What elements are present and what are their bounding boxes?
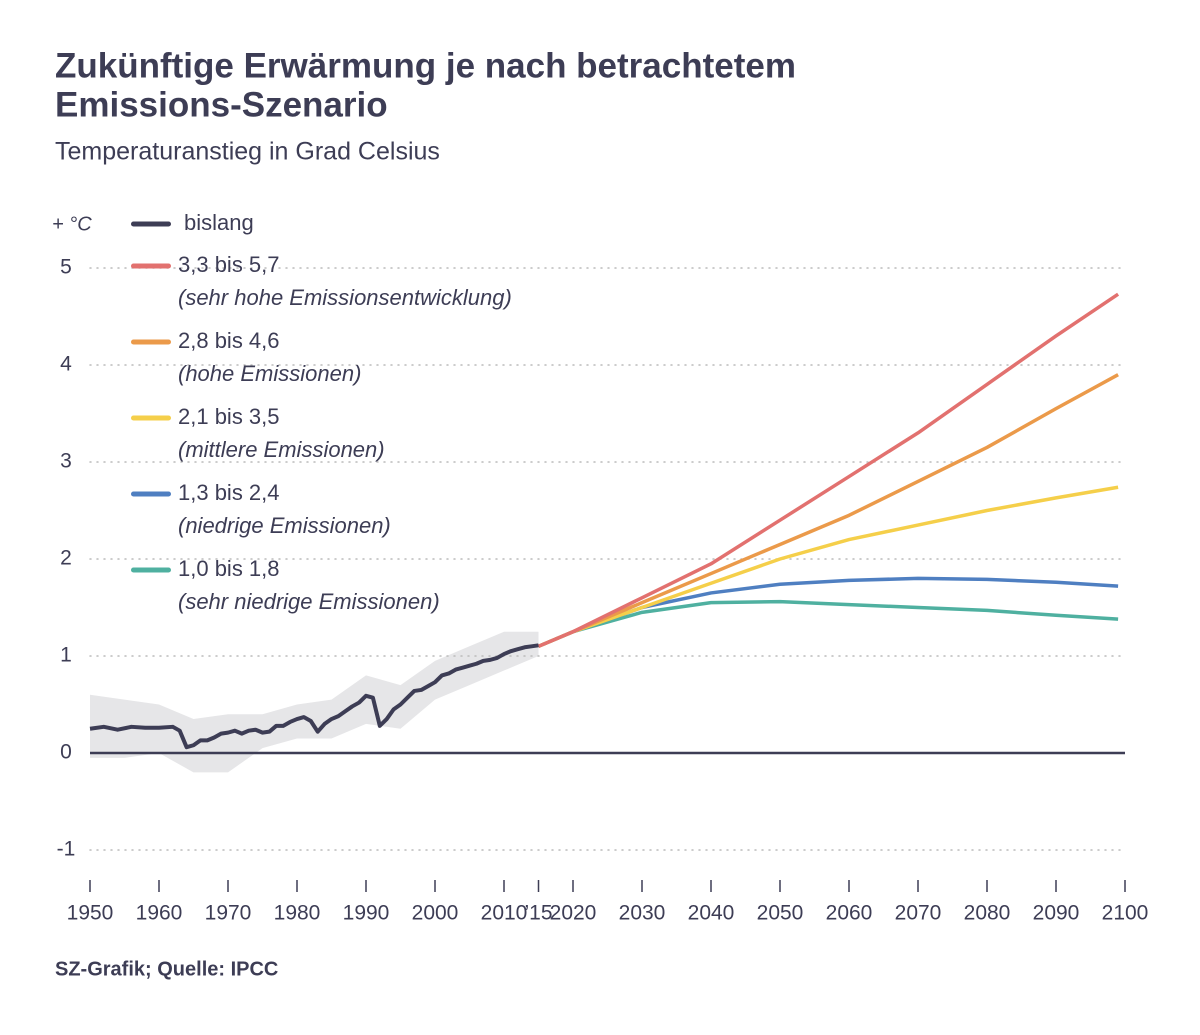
y-tick-label: 0	[60, 741, 72, 764]
legend-label: bislang	[184, 210, 254, 235]
x-tick-label: 2040	[688, 902, 735, 925]
x-tick-label: 2050	[757, 902, 804, 925]
legend-swatch	[131, 221, 171, 227]
uncertainty-band	[90, 631, 539, 773]
legend-swatch	[131, 263, 171, 269]
y-tick-label: 2	[60, 547, 72, 570]
chart-subtitle: Temperaturanstieg in Grad Celsius	[55, 138, 440, 166]
x-tick-label: 2070	[895, 902, 942, 925]
legend-description: (mittlere Emissionen)	[178, 437, 385, 462]
y-tick-label: -1	[57, 838, 76, 861]
x-tick-label: 1970	[205, 902, 252, 925]
legend-swatch	[131, 567, 171, 573]
series-line	[537, 373, 1119, 648]
y-tick-label: 5	[60, 256, 72, 279]
series-line	[537, 599, 1119, 648]
x-tick-label: 2060	[826, 902, 873, 925]
x-tick-label: 2030	[619, 902, 666, 925]
x-tick-label: ’15	[524, 902, 552, 925]
legend-description: (sehr hohe Emissionsentwicklung)	[178, 285, 512, 310]
y-tick-label: 1	[60, 644, 72, 667]
y-unit: + °C	[52, 213, 92, 235]
x-tick-label: 1950	[67, 902, 114, 925]
legend-swatch	[131, 491, 171, 497]
legend-swatch	[131, 415, 171, 421]
legend-description: (sehr niedrige Emissionen)	[178, 589, 440, 614]
x-tick-label: 2100	[1102, 902, 1149, 925]
series-line	[89, 643, 539, 750]
legend-label: 2,8 bis 4,6	[178, 328, 280, 353]
x-tick-label: 1990	[343, 902, 390, 925]
series-line	[537, 292, 1120, 648]
x-tick-label: 2080	[964, 902, 1011, 925]
x-tick-label: 1960	[136, 902, 183, 925]
x-tick-label: 1980	[274, 902, 321, 925]
y-tick-label: 4	[60, 353, 72, 376]
legend-description: (hohe Emissionen)	[178, 361, 361, 386]
legend-label: 2,1 bis 3,5	[178, 404, 280, 429]
chart-title: Zukünftige Erwärmung je nach betrachtete…	[55, 46, 796, 85]
legend-description: (niedrige Emissionen)	[178, 513, 391, 538]
x-tick-label: 2020	[550, 902, 597, 925]
legend-label: 1,0 bis 1,8	[178, 556, 280, 581]
legend-swatch	[131, 339, 171, 345]
series-line	[537, 485, 1119, 648]
chart-title: Emissions-Szenario	[55, 85, 388, 124]
x-tick-label: 2090	[1033, 902, 1080, 925]
legend-label: 1,3 bis 2,4	[178, 480, 280, 505]
x-tick-label: 2010	[481, 902, 528, 925]
x-tick-label: 2000	[412, 902, 459, 925]
legend-label: 3,3 bis 5,7	[178, 252, 280, 277]
y-tick-label: 3	[60, 450, 72, 473]
source: SZ-Grafik; Quelle: IPCC	[55, 958, 278, 980]
